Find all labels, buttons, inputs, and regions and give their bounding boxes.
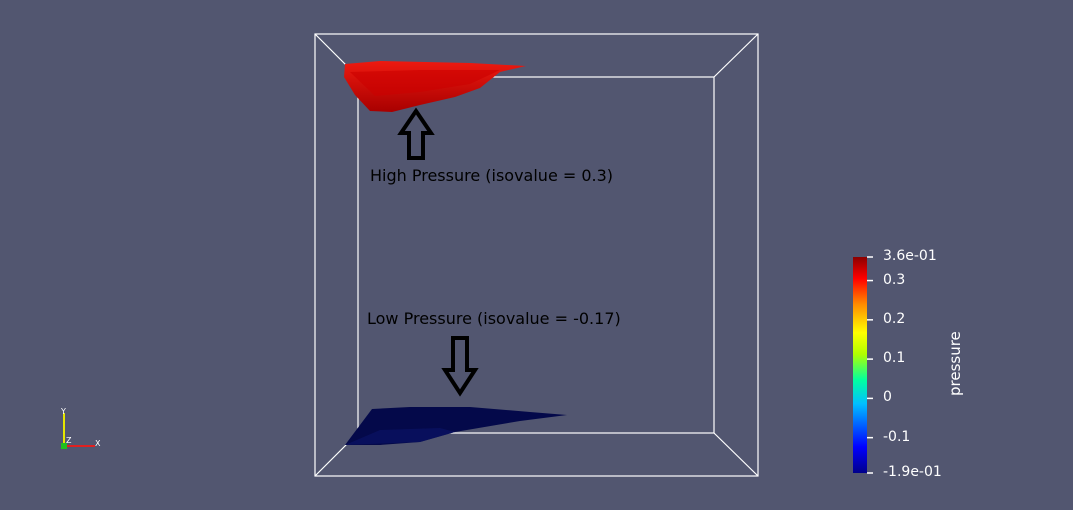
colorbar-title: pressure	[946, 331, 964, 396]
axis-x-label: X	[95, 439, 101, 448]
orientation-axes: Y Z X	[60, 407, 101, 449]
colorbar-tick-label: 0	[883, 389, 892, 406]
high-pressure-isosurface[interactable]	[344, 61, 526, 112]
colorbar-tick-label: 0.2	[883, 310, 906, 327]
outline-edge	[713, 432, 759, 477]
colorbar-tick-label: 0.1	[883, 350, 906, 367]
low-pressure-isosurface[interactable]	[345, 407, 567, 445]
colorbar-tick-label: 3.6e-01	[883, 248, 937, 264]
low-pressure-arrow	[441, 336, 479, 397]
outline-back-face	[357, 76, 715, 434]
colorbar-ticks	[867, 256, 873, 474]
axis-y-label: Y	[60, 407, 66, 416]
outline-edge	[713, 33, 759, 78]
colorbar-tick-label: 0.3	[883, 271, 906, 288]
axis-z-label: Z	[66, 436, 72, 445]
high-pressure-arrow	[397, 107, 435, 160]
low-pressure-annotation: Low Pressure (isovalue = -0.17)	[367, 309, 621, 328]
color-legend[interactable]	[853, 256, 873, 474]
colorbar-tick-label: -1.9e-01	[883, 464, 942, 480]
high-pressure-annotation: High Pressure (isovalue = 0.3)	[370, 166, 614, 185]
colorbar-gradient	[853, 257, 867, 473]
outline-front-face	[314, 33, 759, 477]
colorbar-tick-label: -0.1	[883, 428, 911, 445]
axis-z-marker	[61, 443, 67, 449]
